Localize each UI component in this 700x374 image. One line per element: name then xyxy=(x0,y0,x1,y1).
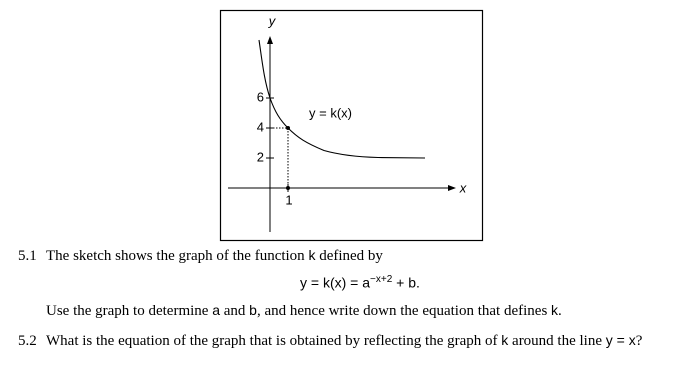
curve xyxy=(258,39,426,159)
text: What is the equation of the graph that i… xyxy=(46,333,502,349)
math: y = k(x) = a xyxy=(300,274,371,291)
curve-label: y = k(x) xyxy=(309,105,352,120)
question-line: 5.1 The sketch shows the graph of the fun… xyxy=(18,247,383,265)
y-arrow xyxy=(267,36,273,44)
text: . xyxy=(558,303,562,319)
exponent: −x+2 xyxy=(370,274,393,285)
text: around the line xyxy=(508,333,606,349)
text: ? xyxy=(635,333,643,349)
point xyxy=(286,186,290,190)
math: k xyxy=(551,302,559,318)
math: b xyxy=(249,302,257,318)
question-number: 5.1 xyxy=(18,248,37,264)
x-axis-label: x xyxy=(459,180,467,195)
y-tick-label: 2 xyxy=(257,149,264,164)
math: + b. xyxy=(392,274,420,291)
math: k xyxy=(501,332,509,348)
question-number: 5.2 xyxy=(18,333,37,349)
math: y = x xyxy=(605,332,636,348)
x-tick-label: 1 xyxy=(285,192,292,207)
text: The sketch shows the graph of the functi… xyxy=(46,248,309,264)
y-tick-label: 4 xyxy=(257,119,264,134)
math: a xyxy=(212,302,220,318)
text: and xyxy=(220,303,250,319)
figure: y x 2 4 6 1 y = k(x) xyxy=(219,9,484,242)
figure-frame xyxy=(219,9,484,242)
text: Use the graph to determine xyxy=(46,303,213,319)
x-arrow xyxy=(448,185,456,191)
formula: y = k(x) = a−x+2 + b. xyxy=(300,274,420,291)
math: k xyxy=(308,247,316,263)
y-tick-label: 6 xyxy=(257,89,264,104)
text: defined by xyxy=(315,248,383,264)
question-line: Use the graph to determine a and b, and … xyxy=(46,302,562,320)
y-axis-label: y xyxy=(268,13,277,28)
text: , and hence write down the equation that… xyxy=(256,303,552,319)
question-line: 5.2 What is the equation of the graph tha… xyxy=(18,332,642,350)
